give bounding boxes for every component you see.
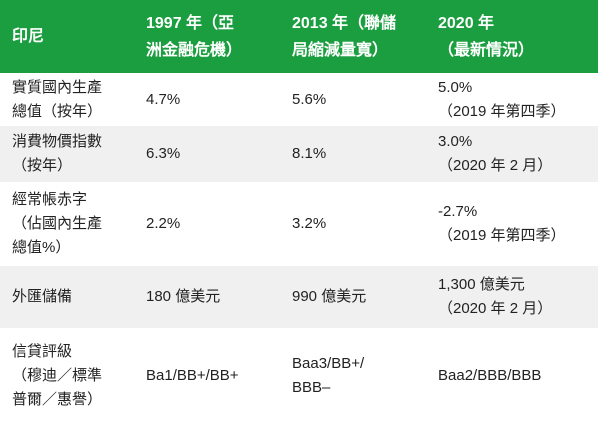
cell-line: 3.2%: [292, 215, 327, 232]
row-current-account: 經常帳赤字 （佔國內生產 總值%） 2.2% 3.2% -2.7% （2019 年第四…: [0, 182, 598, 266]
cell-line: 1997 年（亞: [146, 14, 235, 32]
cell-line: 2013 年（聯儲: [292, 14, 397, 32]
row-credit-rating: 信貸評級 （穆迪／標準 普爾／惠譽） Ba1/BB+/BB+ Baa3/BB+/ BB…: [0, 328, 598, 424]
header-2013: 2013 年（聯儲 局縮減量寬）: [280, 0, 426, 73]
cell-line: 1,300 億美元: [438, 276, 525, 293]
cell-line: 3.0%: [438, 133, 473, 150]
cell-line: （2019 年第四季）: [438, 227, 566, 244]
cell-line: （穆迪／標準: [12, 367, 103, 384]
cell-line: 990 億美元: [292, 288, 367, 305]
row-cpi: 消費物價指數 （按年） 6.3% 8.1% 3.0% （2020 年 2 月）: [0, 126, 598, 182]
cell-line: Baa3/BB+/: [292, 355, 365, 372]
cell-line: 5.6%: [292, 90, 327, 108]
value-2013: 3.2%: [280, 182, 426, 266]
row-fx-reserves: 外匯儲備 180 億美元 990 億美元 1,300 億美元 （2020 年 2 …: [0, 266, 598, 328]
cell-line: 印尼: [12, 28, 45, 45]
header-2020: 2020 年 （最新情況）: [426, 0, 598, 73]
cell-line: 5.0%: [438, 78, 473, 96]
cell-line: 180 億美元: [146, 288, 221, 305]
value-2013: 5.6%: [280, 73, 426, 126]
cell-line: 8.1%: [292, 145, 327, 162]
value-1997: Ba1/BB+/BB+: [134, 328, 280, 424]
value-2020: -2.7% （2019 年第四季）: [426, 182, 598, 266]
value-2020: 5.0% （2019 年第四季）: [426, 73, 598, 126]
cell-line: （2020 年 2 月）: [438, 157, 553, 174]
cell-line: 信貸評級: [12, 343, 73, 360]
value-2020: 3.0% （2020 年 2 月）: [426, 126, 598, 182]
cell-line: （按年）: [12, 157, 73, 174]
value-2013: 990 億美元: [280, 266, 426, 328]
cell-line: 總值（按年）: [12, 102, 103, 120]
header-country: 印尼: [0, 0, 134, 73]
cell-line: 洲金融危機）: [146, 41, 243, 59]
row-label: 外匯儲備: [0, 266, 134, 328]
cell-line: 局縮減量寬）: [292, 41, 389, 59]
value-2020: 1,300 億美元 （2020 年 2 月）: [426, 266, 598, 328]
cell-line: 2020 年: [438, 14, 495, 32]
cell-line: （佔國內生產: [12, 215, 103, 232]
row-label: 經常帳赤字 （佔國內生產 總值%）: [0, 182, 134, 266]
value-2013: Baa3/BB+/ BBB–: [280, 328, 426, 424]
value-1997: 2.2%: [134, 182, 280, 266]
value-1997: 180 億美元: [134, 266, 280, 328]
cell-line: BBB–: [292, 379, 331, 396]
cell-line: （2020 年 2 月）: [438, 300, 553, 317]
row-real-gdp: 實質國內生產 總值（按年） 4.7% 5.6% 5.0% （2019 年第四季）: [0, 73, 598, 126]
cell-line: 普爾／惠譽）: [12, 391, 103, 408]
header-row: 印尼 1997 年（亞 洲金融危機） 2013 年（聯儲 局縮減量寬） 2020 年…: [0, 0, 598, 73]
cell-line: 總值%）: [12, 239, 71, 256]
row-label: 信貸評級 （穆迪／標準 普爾／惠譽）: [0, 328, 134, 424]
row-label: 消費物價指數 （按年）: [0, 126, 134, 182]
cell-line: 經常帳赤字: [12, 191, 88, 208]
cell-line: （2019 年第四季）: [438, 102, 566, 120]
value-2013: 8.1%: [280, 126, 426, 182]
value-1997: 4.7%: [134, 73, 280, 126]
cell-line: （最新情況）: [438, 41, 535, 59]
cell-line: 外匯儲備: [12, 288, 73, 305]
cell-line: 消費物價指數: [12, 133, 103, 150]
cell-line: Baa2/BBB/BBB: [438, 367, 542, 384]
cell-line: 4.7%: [146, 90, 181, 108]
cell-line: 6.3%: [146, 145, 181, 162]
cell-line: -2.7%: [438, 203, 478, 220]
value-1997: 6.3%: [134, 126, 280, 182]
cell-line: 實質國內生產: [12, 78, 103, 96]
value-2020: Baa2/BBB/BBB: [426, 328, 598, 424]
cell-line: 2.2%: [146, 215, 181, 232]
cell-line: Ba1/BB+/BB+: [146, 367, 239, 384]
row-label: 實質國內生產 總值（按年）: [0, 73, 134, 126]
header-1997: 1997 年（亞 洲金融危機）: [134, 0, 280, 73]
